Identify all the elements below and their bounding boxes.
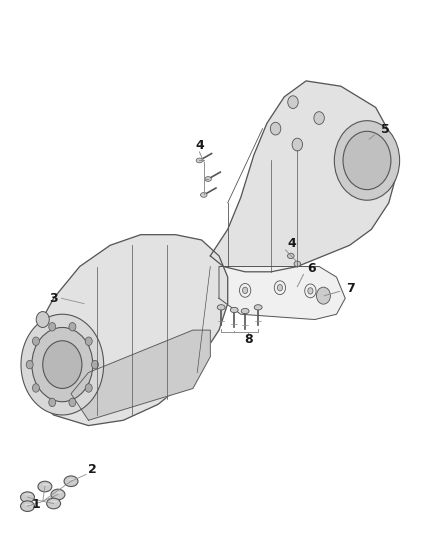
Ellipse shape <box>241 309 249 314</box>
Circle shape <box>32 384 39 392</box>
Circle shape <box>343 131 391 190</box>
Circle shape <box>334 120 399 200</box>
Circle shape <box>21 314 104 415</box>
Ellipse shape <box>288 253 294 259</box>
Ellipse shape <box>201 192 207 197</box>
Circle shape <box>277 285 283 291</box>
Ellipse shape <box>230 308 238 313</box>
Circle shape <box>43 341 82 389</box>
Ellipse shape <box>205 176 212 181</box>
Circle shape <box>49 322 56 331</box>
Circle shape <box>317 287 330 304</box>
Circle shape <box>36 312 49 327</box>
Circle shape <box>32 327 93 402</box>
Ellipse shape <box>254 305 262 310</box>
Circle shape <box>288 96 298 109</box>
Text: 6: 6 <box>307 262 316 274</box>
Ellipse shape <box>21 501 35 512</box>
Text: 1: 1 <box>32 497 41 511</box>
Polygon shape <box>71 330 210 420</box>
Circle shape <box>49 398 56 407</box>
Circle shape <box>85 337 92 345</box>
Ellipse shape <box>51 489 65 500</box>
Circle shape <box>92 360 99 369</box>
Circle shape <box>292 138 303 151</box>
Ellipse shape <box>47 498 60 509</box>
Text: 4: 4 <box>288 237 297 250</box>
Ellipse shape <box>217 305 225 310</box>
Circle shape <box>69 322 76 331</box>
Circle shape <box>32 337 39 345</box>
Text: 4: 4 <box>195 139 204 152</box>
Text: 3: 3 <box>49 292 58 305</box>
Circle shape <box>270 122 281 135</box>
Ellipse shape <box>21 492 35 503</box>
Circle shape <box>69 398 76 407</box>
Circle shape <box>26 360 33 369</box>
Text: 7: 7 <box>346 282 355 295</box>
Circle shape <box>85 384 92 392</box>
Polygon shape <box>23 235 228 425</box>
Text: 5: 5 <box>381 123 390 136</box>
Polygon shape <box>210 81 397 272</box>
Circle shape <box>308 288 313 294</box>
Text: 2: 2 <box>88 463 97 475</box>
Text: 8: 8 <box>244 333 252 345</box>
Ellipse shape <box>294 261 300 266</box>
Circle shape <box>243 287 248 294</box>
Ellipse shape <box>196 158 203 163</box>
Ellipse shape <box>38 481 52 492</box>
Polygon shape <box>219 266 345 319</box>
Circle shape <box>314 112 324 124</box>
Ellipse shape <box>64 476 78 487</box>
